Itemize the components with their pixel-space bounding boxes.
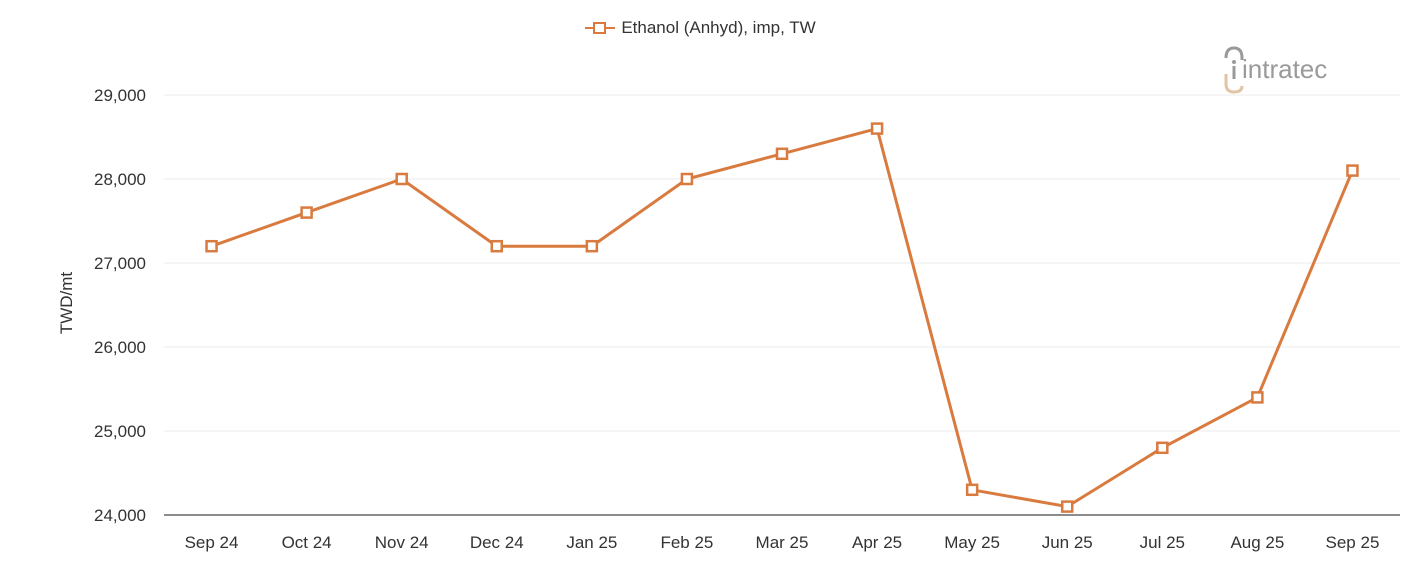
x-tick-label: Mar 25 <box>756 533 809 552</box>
data-point-marker[interactable] <box>395 172 408 186</box>
x-tick-label: Aug 25 <box>1230 533 1284 552</box>
data-point-marker[interactable] <box>205 239 218 253</box>
x-tick-label: Feb 25 <box>660 533 713 552</box>
y-axis-ticks: 24,000 25,000 26,000 27,000 28,000 29,000 <box>94 86 146 525</box>
data-point-marker[interactable] <box>585 239 599 253</box>
x-tick-label: Jun 25 <box>1042 533 1093 552</box>
x-tick-label: Nov 24 <box>375 533 429 552</box>
data-point-marker[interactable] <box>1060 500 1074 513</box>
data-point-marker[interactable] <box>870 122 884 135</box>
x-tick-label: Dec 24 <box>470 533 524 552</box>
x-tick-label: Sep 24 <box>185 533 239 552</box>
y-tick-label: 26,000 <box>94 338 146 357</box>
data-point-markers <box>205 122 1359 513</box>
y-tick-label: 29,000 <box>94 86 146 105</box>
x-tick-label: May 25 <box>944 533 1000 552</box>
intratec-logo: intratec <box>1222 44 1372 101</box>
y-tick-label: 24,000 <box>94 506 146 525</box>
x-tick-label: Jul 25 <box>1140 533 1185 552</box>
x-tick-label: Jan 25 <box>566 533 617 552</box>
intratec-logo-icon: intratec <box>1224 46 1327 94</box>
data-point-marker[interactable] <box>775 147 789 161</box>
logo-text: intratec <box>1242 54 1327 84</box>
y-tick-label: 27,000 <box>94 254 146 273</box>
legend-item[interactable]: Ethanol (Anhyd), imp, TW <box>585 18 816 38</box>
y-axis-label: TWD/mt <box>57 272 76 335</box>
data-point-marker[interactable] <box>1156 441 1169 455</box>
y-tick-label: 25,000 <box>94 422 146 441</box>
data-point-marker[interactable] <box>680 172 694 186</box>
data-point-marker[interactable] <box>965 483 979 497</box>
data-point-marker[interactable] <box>300 206 313 219</box>
y-tick-label: 28,000 <box>94 170 146 189</box>
x-tick-label: Sep 25 <box>1326 533 1380 552</box>
chart-legend: Ethanol (Anhyd), imp, TW <box>0 18 1401 40</box>
data-point-marker[interactable] <box>1251 391 1264 404</box>
x-tick-label: Apr 25 <box>852 533 902 552</box>
x-tick-label: Oct 24 <box>282 533 332 552</box>
legend-label: Ethanol (Anhyd), imp, TW <box>621 18 816 37</box>
data-point-marker[interactable] <box>490 239 504 253</box>
series-line <box>211 126 1354 509</box>
x-axis-ticks: Sep 24 Oct 24 Nov 24 Dec 24 Jan 25 Feb 25 Mar … <box>185 533 1380 552</box>
grid-lines <box>164 94 1400 432</box>
legend-square-marker-icon <box>585 22 616 34</box>
data-point-marker[interactable] <box>1346 164 1359 177</box>
